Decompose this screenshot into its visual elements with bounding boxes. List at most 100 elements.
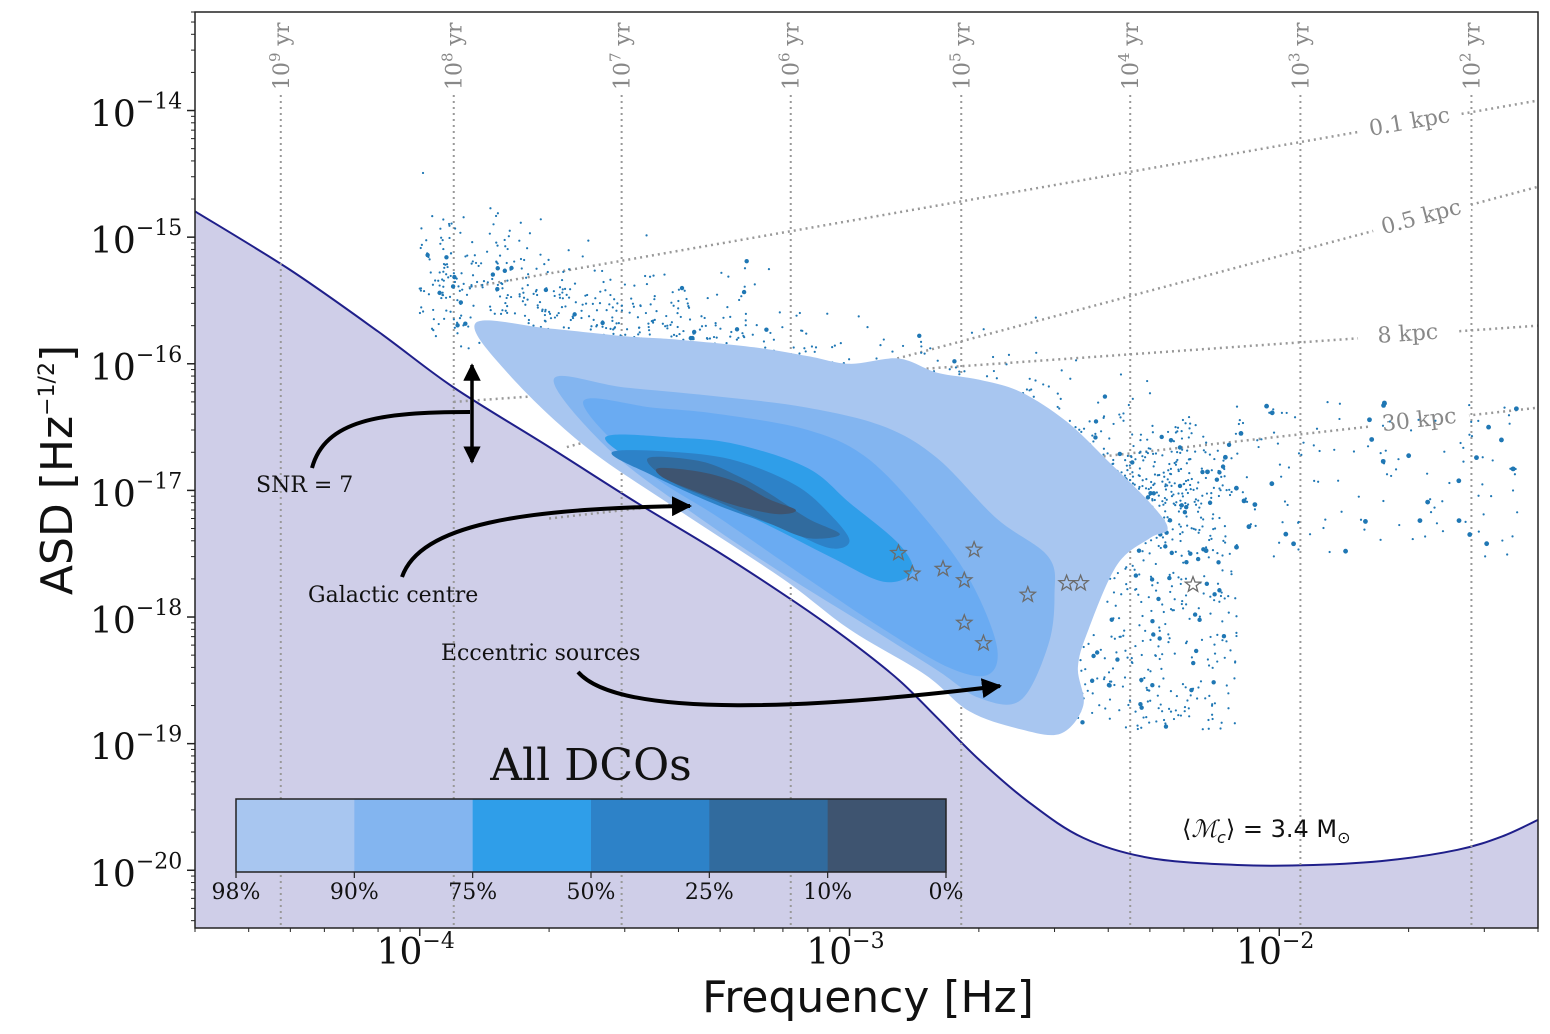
scatter-point — [1130, 460, 1135, 465]
merger-time-unit: yr — [611, 22, 636, 52]
scatter-point — [1188, 471, 1191, 475]
scatter-point — [434, 335, 438, 338]
y-tick-exp: −18 — [136, 596, 182, 621]
scatter-point — [539, 218, 542, 221]
scatter-point — [1158, 504, 1161, 507]
scatter-point — [498, 295, 502, 298]
distance-label-bg — [1367, 400, 1471, 436]
scatter-point — [468, 287, 472, 290]
scatter-point — [506, 311, 509, 314]
scatter-point — [518, 239, 521, 242]
scatter-point — [1220, 475, 1223, 479]
scatter-point — [1184, 422, 1187, 425]
scatter-point — [700, 315, 703, 318]
scatter-point — [1257, 445, 1260, 449]
scatter-point — [1464, 520, 1467, 523]
scatter-point — [450, 222, 453, 225]
scatter-point — [700, 325, 704, 328]
scatter-point — [450, 284, 456, 289]
scatter-point — [505, 296, 508, 300]
scatter-point — [561, 288, 564, 291]
scatter-point — [555, 314, 559, 317]
scatter-point — [1197, 499, 1200, 502]
scatter-point — [1146, 700, 1149, 703]
eccentric-source-markers — [889, 539, 1203, 652]
scatter-point — [1206, 658, 1209, 661]
scatter-point — [1210, 704, 1214, 707]
scatter-point — [1138, 467, 1141, 470]
scatter-point — [753, 283, 756, 286]
scatter-point — [1159, 703, 1162, 706]
scatter-point — [1174, 426, 1177, 429]
scatter-point — [1150, 609, 1153, 613]
scatter-point — [1234, 660, 1237, 663]
scatter-point — [1162, 677, 1165, 680]
scatter-point — [730, 330, 733, 334]
scatter-point — [1087, 642, 1090, 645]
scatter-point — [444, 263, 447, 266]
scatter-point — [1099, 430, 1103, 433]
scatter-point — [490, 272, 496, 277]
scatter-point — [666, 327, 669, 330]
eccentric-annotation: Eccentric sources — [441, 641, 1002, 708]
scatter-point — [734, 327, 740, 332]
scatter-point — [1161, 710, 1164, 713]
scatter-point — [1181, 531, 1184, 534]
scatter-point — [1160, 667, 1163, 670]
scatter-point — [590, 325, 593, 328]
scatter-point — [1094, 432, 1097, 435]
scatter-point — [1246, 524, 1252, 530]
scatter-point — [460, 314, 463, 317]
scatter-point — [443, 266, 446, 269]
scatter-point — [1123, 676, 1127, 679]
scatter-point — [526, 247, 529, 250]
scatter-point — [1025, 388, 1029, 391]
scatter-point — [679, 315, 682, 319]
scatter-point — [1208, 694, 1211, 697]
scatter-point — [1131, 475, 1135, 478]
scatter-point — [1337, 479, 1340, 482]
chirp-mass-label: ⟨ℳc⟩ = 3.4 M⊙ — [1182, 815, 1350, 847]
scatter-point — [475, 280, 479, 284]
scatter-point — [1140, 653, 1143, 657]
scatter-point — [1189, 483, 1192, 487]
scatter-point — [489, 309, 492, 312]
scatter-point — [1186, 524, 1189, 527]
scatter-point — [1235, 634, 1238, 638]
merger-time-unit: yr — [270, 22, 295, 52]
scatter-point — [1456, 518, 1462, 524]
scatter-point — [1207, 718, 1210, 722]
scatter-point — [803, 347, 806, 350]
scatter-point — [501, 287, 504, 290]
scatter-point — [548, 312, 552, 315]
scatter-point — [1102, 394, 1108, 399]
scatter-point — [1514, 408, 1517, 411]
scatter-point — [447, 276, 450, 279]
scatter-point — [1297, 520, 1300, 524]
scatter-point — [466, 254, 469, 257]
scatter-point — [1220, 721, 1223, 724]
scatter-point — [1209, 595, 1212, 598]
scatter-point — [1363, 519, 1368, 524]
scatter-point — [1134, 588, 1137, 591]
y-tick-label: 10−19 — [90, 723, 182, 769]
sensitivity-fill — [195, 211, 1538, 928]
scatter-point — [1149, 486, 1153, 489]
scatter-point — [1269, 410, 1275, 416]
scatter-point — [538, 300, 542, 304]
scatter-point — [1094, 650, 1100, 655]
scatter-point — [1141, 479, 1144, 482]
scatter-point — [729, 315, 732, 319]
scatter-point — [1145, 495, 1151, 500]
scatter-point — [653, 295, 656, 298]
scatter-point — [1167, 640, 1170, 644]
scatter-point — [532, 292, 535, 295]
scatter-point — [592, 318, 595, 321]
scatter-point — [722, 316, 725, 319]
scatter-point — [1225, 684, 1228, 687]
scatter-point — [644, 274, 647, 278]
scatter-point — [1194, 423, 1197, 427]
scatter-point — [1148, 552, 1151, 555]
scatter-point — [1398, 523, 1401, 527]
scatter-point — [954, 366, 958, 369]
